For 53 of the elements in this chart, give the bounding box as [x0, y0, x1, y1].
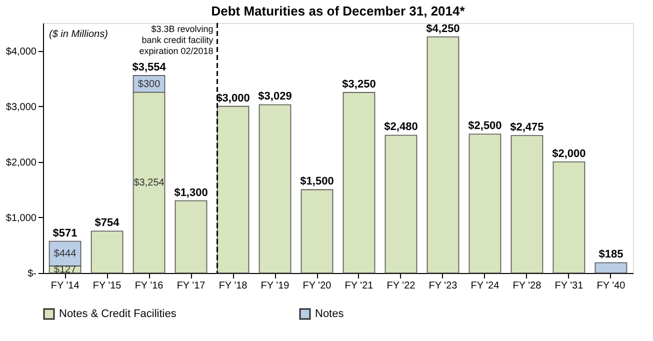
total-label: $1,300	[174, 186, 208, 199]
x-tick-label: FY '40	[596, 280, 626, 292]
total-label: $3,250	[342, 78, 376, 90]
x-tick-label: FY '18	[218, 280, 248, 292]
total-label: $754	[94, 217, 120, 230]
total-label: $2,475	[510, 122, 544, 134]
chart-title: Debt Maturities as of December 31, 2014*	[211, 3, 466, 18]
x-tick-label: FY '16	[134, 280, 164, 292]
x-tick-label: FY '15	[92, 280, 122, 292]
total-label: $3,554	[132, 62, 167, 74]
data-label: $3,254	[134, 178, 165, 189]
x-tick-label: FY '23	[428, 280, 458, 292]
legend-label: Notes	[315, 308, 344, 320]
x-tick-label: FY '28	[512, 280, 542, 292]
total-label: $4,250	[426, 22, 460, 35]
bar	[300, 189, 334, 274]
bar	[384, 134, 418, 274]
bar	[342, 92, 376, 274]
bar	[90, 230, 124, 274]
bar	[510, 135, 544, 274]
y-tick-label: $3,000	[6, 102, 37, 113]
data-label: $444	[54, 248, 77, 260]
bar	[468, 134, 502, 274]
total-label: $571	[52, 227, 78, 240]
x-tick-label: FY '21	[344, 280, 374, 292]
y-tick-label: $-	[28, 268, 36, 280]
ref-line-label: $3.3B revolving bank credit facility expiration 02/2018	[139, 24, 214, 56]
y-tick-label: $2,000	[6, 157, 37, 168]
bar	[216, 106, 250, 274]
x-tick-label: FY '24	[470, 280, 500, 292]
bar	[552, 161, 586, 274]
y-tick-label: $1,000	[6, 212, 37, 224]
x-tick-label: FY '19	[260, 280, 290, 292]
bar	[258, 104, 292, 274]
annotation: ($ in Millions)	[49, 29, 108, 40]
data-label: $300	[138, 78, 161, 90]
total-label: $3,029	[258, 90, 292, 103]
total-label: $185	[598, 248, 624, 261]
legend-label: Notes & Credit Facilities	[59, 308, 177, 320]
total-label: $2,480	[384, 121, 418, 134]
x-tick-label: FY '17	[176, 280, 206, 292]
total-label: $1,500	[300, 176, 334, 188]
y-tick-label: $4,000	[6, 46, 37, 58]
bar	[426, 36, 460, 274]
bar	[174, 200, 208, 274]
bar	[594, 262, 628, 274]
x-tick-label: FY '22	[386, 280, 416, 292]
x-tick-label: FY '20	[302, 280, 332, 292]
total-label: $3,000	[216, 92, 250, 104]
x-tick-label: FY '31	[554, 280, 584, 292]
total-label: $2,500	[468, 120, 502, 132]
total-label: $2,000	[552, 148, 586, 160]
x-tick-label: FY '14	[50, 280, 80, 292]
